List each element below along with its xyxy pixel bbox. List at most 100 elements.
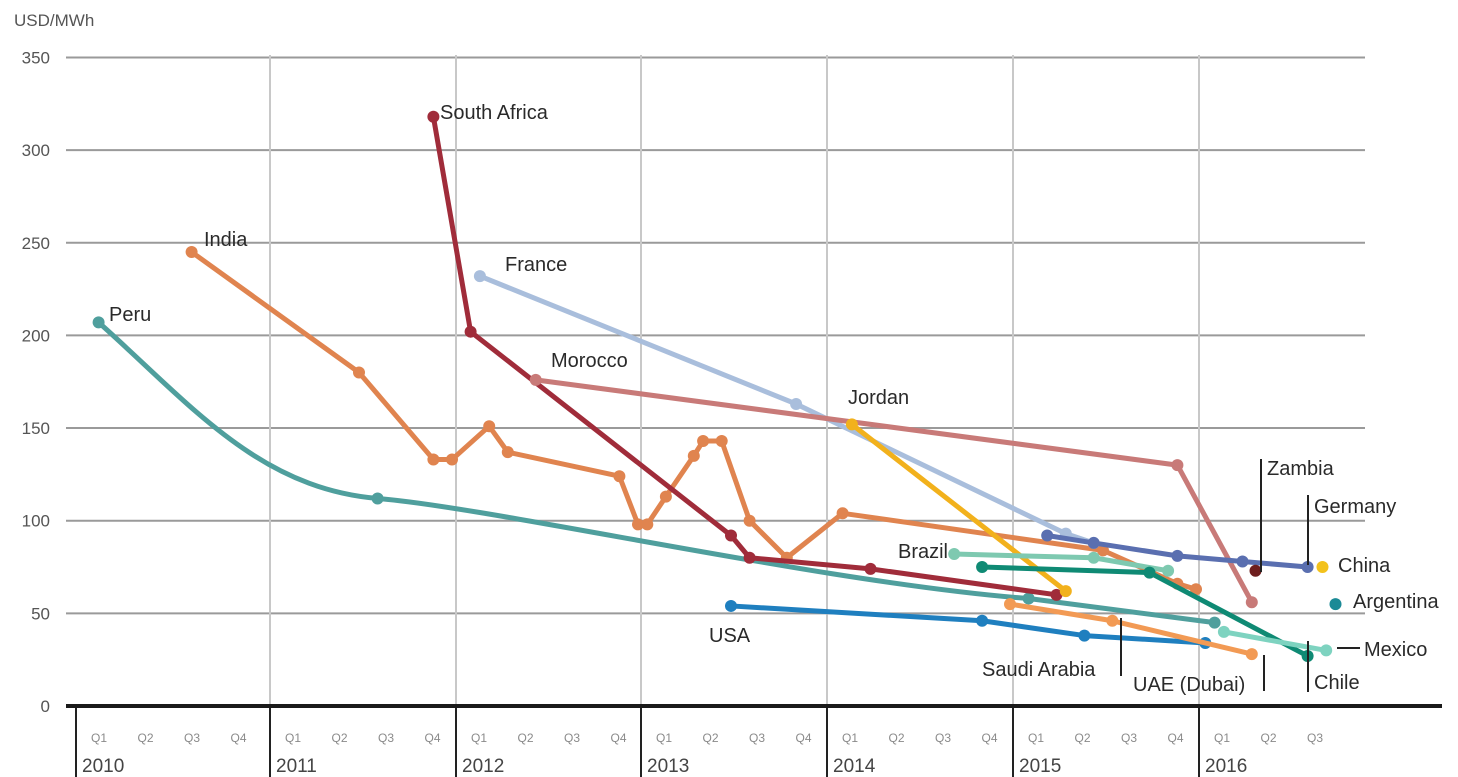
data-point — [185, 246, 198, 259]
year-label: 2016 — [1205, 756, 1247, 777]
series-label: Zambia — [1267, 458, 1335, 480]
quarter-label: Q2 — [1261, 731, 1277, 745]
quarter-label: Q1 — [471, 731, 487, 745]
data-point — [1249, 564, 1262, 577]
series-label: Jordan — [848, 387, 909, 409]
year-label: 2011 — [276, 756, 317, 777]
data-point — [427, 453, 440, 466]
series-line — [430, 114, 1059, 598]
series-zambia — [1249, 564, 1262, 577]
data-point — [1217, 625, 1230, 638]
series-label: Brazil — [898, 541, 948, 563]
data-point — [427, 110, 440, 123]
year-label: 2010 — [82, 756, 124, 777]
data-point — [1087, 551, 1100, 564]
data-point — [1078, 629, 1091, 642]
series-jordan — [845, 418, 1072, 598]
quarter-label: Q2 — [332, 731, 348, 745]
data-point — [725, 529, 737, 542]
data-point — [92, 316, 105, 329]
series-label: UAE (Dubai) — [1133, 674, 1245, 696]
data-point — [632, 518, 644, 531]
data-point — [948, 548, 961, 561]
series-label: India — [204, 229, 248, 251]
data-point — [715, 435, 728, 448]
data-point — [725, 599, 737, 612]
y-tick-label: 100 — [22, 512, 50, 531]
data-point — [1245, 648, 1258, 661]
series-argentina — [1329, 598, 1342, 611]
series-chile — [976, 561, 1314, 662]
year-label: 2012 — [462, 756, 504, 777]
data-point — [483, 420, 496, 433]
data-point — [1208, 616, 1221, 629]
series-line — [96, 319, 1218, 626]
series-label: Mexico — [1364, 639, 1427, 661]
data-point — [1059, 585, 1072, 598]
data-point — [1106, 614, 1119, 627]
data-point — [1301, 561, 1314, 574]
series-labels: Peru India South Africa France Morocco Jordan… — [109, 102, 1439, 696]
data-point — [1022, 592, 1035, 605]
quarter-label: Q4 — [796, 731, 812, 745]
data-point — [1171, 459, 1184, 472]
quarter-label: Q1 — [91, 731, 107, 745]
data-point — [613, 470, 626, 483]
quarter-label: Q2 — [1075, 731, 1091, 745]
data-point — [1143, 566, 1156, 579]
data-point — [743, 514, 756, 527]
series-india — [185, 246, 1202, 596]
series-label: South Africa — [440, 102, 549, 124]
series-label: Chile — [1314, 672, 1360, 694]
data-point — [845, 418, 858, 431]
data-point — [697, 435, 710, 448]
quarter-label: Q3 — [1307, 731, 1323, 745]
data-point — [836, 507, 849, 520]
quarter-label: Q4 — [1168, 731, 1184, 745]
y-axis-label: USD/MWh — [14, 11, 94, 30]
quarter-label: Q1 — [1214, 731, 1230, 745]
data-point — [446, 453, 458, 466]
data-point — [353, 366, 365, 379]
y-tick-label: 0 — [41, 697, 50, 716]
quarter-label: Q2 — [703, 731, 719, 745]
quarter-label: Q4 — [425, 731, 441, 745]
y-tick-label: 350 — [22, 48, 50, 67]
data-point — [464, 325, 477, 338]
data-point — [473, 270, 486, 283]
data-point — [659, 490, 672, 503]
quarter-label: Q1 — [1028, 731, 1044, 745]
series-label: China — [1338, 555, 1391, 577]
series-label: Germany — [1314, 496, 1396, 518]
data-point — [790, 397, 803, 410]
data-point — [501, 446, 514, 459]
data-point — [976, 614, 989, 627]
data-point — [1087, 536, 1100, 549]
data-point — [1320, 644, 1333, 657]
axes: 0 50 100 150 200 250 300 350 2010 Q1 Q2 Q3 Q4 2011 Q1 Q… — [22, 48, 1442, 777]
quarter-label: Q1 — [285, 731, 301, 745]
data-point — [1050, 588, 1063, 601]
quarter-label: Q4 — [611, 731, 627, 745]
quarter-label: Q4 — [231, 731, 247, 745]
data-point — [976, 561, 989, 574]
year-label: 2014 — [833, 756, 876, 777]
y-tick-label: 250 — [22, 234, 50, 253]
series-germany — [1041, 529, 1314, 574]
data-point — [1329, 598, 1342, 611]
series-label: USA — [709, 625, 751, 647]
data-point — [529, 373, 542, 386]
data-point — [1041, 529, 1054, 542]
quarter-label: Q3 — [749, 731, 765, 745]
data-point — [1236, 555, 1249, 568]
series-label: Saudi Arabia — [982, 659, 1096, 681]
data-point — [641, 518, 654, 531]
series-morocco — [529, 373, 1258, 609]
y-tick-label: 200 — [22, 326, 50, 345]
series-label: Argentina — [1353, 591, 1439, 613]
series-south-africa — [427, 110, 1063, 601]
data-point — [1162, 564, 1175, 577]
year-label: 2013 — [647, 756, 689, 777]
quarter-label: Q3 — [935, 731, 951, 745]
